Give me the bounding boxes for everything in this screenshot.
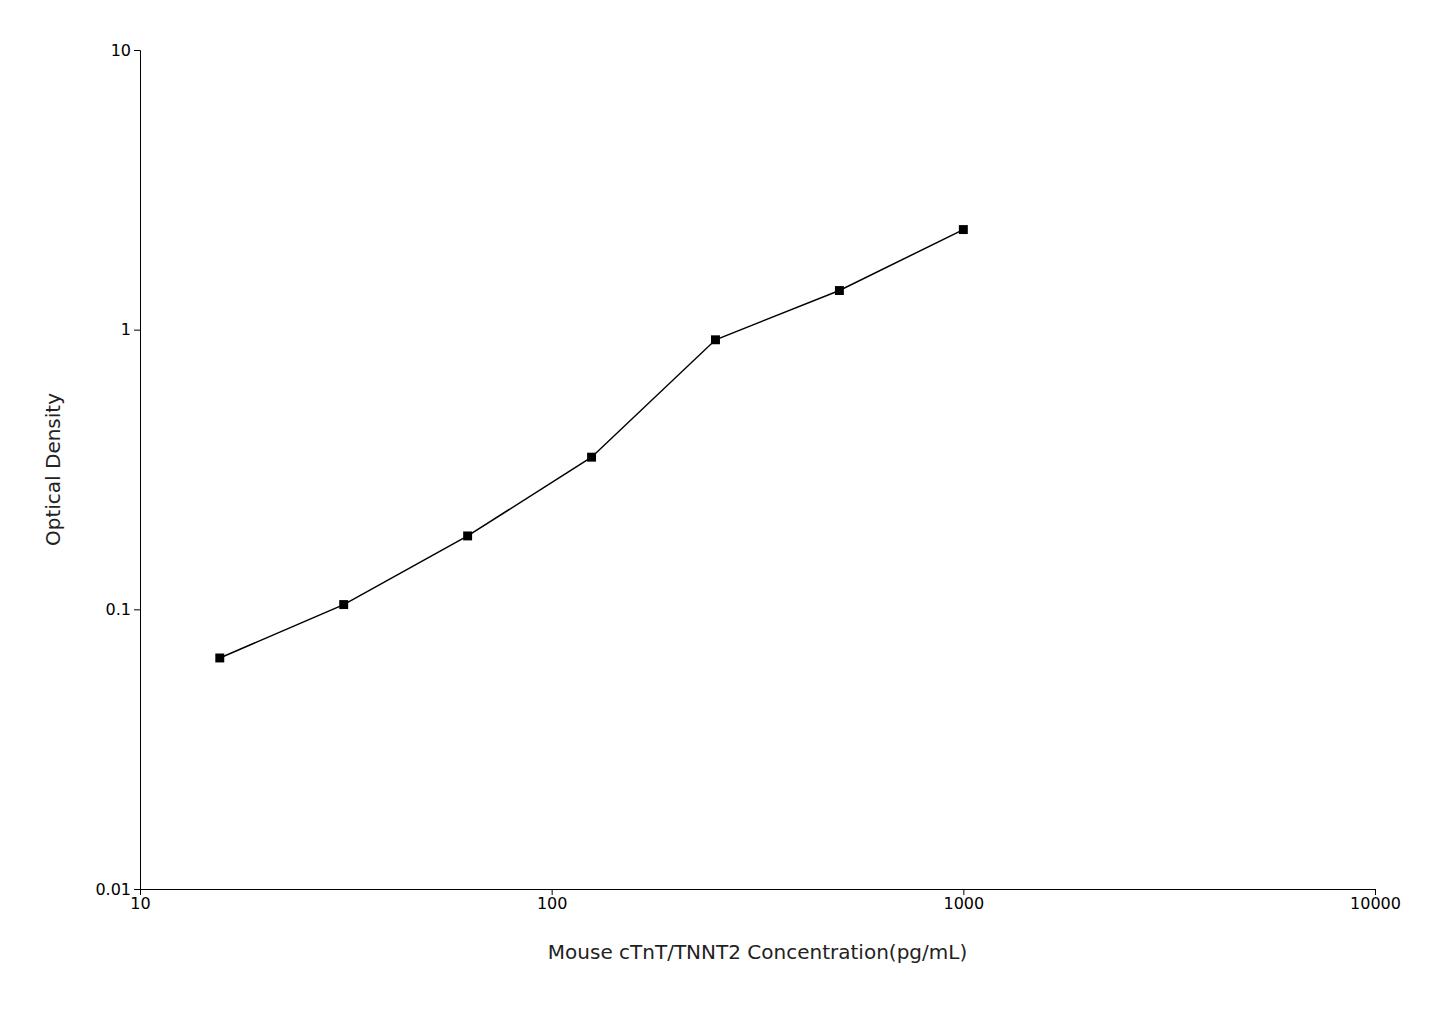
chart: 10 100 1000 10000 0.01 0.1 1 10 Mouse cTnT/TNNT2… bbox=[0, 0, 1445, 1009]
y-axis-tick: 0.01 bbox=[95, 880, 140, 899]
marks bbox=[215, 225, 967, 662]
x-axis-tick: 100 bbox=[537, 889, 568, 913]
plot-area: 10 100 1000 10000 0.01 0.1 1 10 bbox=[95, 41, 1401, 914]
x-axis-tick-label: 100 bbox=[537, 894, 568, 913]
y-axis-tick: 10 bbox=[111, 41, 140, 60]
y-axis-line bbox=[134, 51, 141, 890]
y-axis-tick-label: 0.1 bbox=[106, 600, 131, 619]
marker bbox=[339, 600, 348, 609]
y-axis-tick-label: 10 bbox=[111, 41, 131, 60]
x-axis-tick: 10 bbox=[130, 889, 150, 913]
marker bbox=[959, 225, 968, 234]
x-axis-tick-label: 10000 bbox=[1350, 894, 1401, 913]
line bbox=[220, 230, 964, 658]
y-axis-tick-mark bbox=[134, 889, 140, 890]
y-axis-tick-mark bbox=[134, 50, 140, 51]
x-axis-tick-label: 1000 bbox=[943, 894, 984, 913]
x-axis-line bbox=[141, 890, 1376, 896]
x-axis-tick: 10000 bbox=[1350, 889, 1401, 913]
x-axis: 10 100 1000 10000 bbox=[130, 889, 1401, 913]
y-axis: 0.01 0.1 1 10 bbox=[95, 41, 140, 899]
marker bbox=[587, 453, 596, 462]
y-axis-tick-mark bbox=[134, 330, 140, 331]
y-axis-title: Optical Density bbox=[41, 393, 65, 546]
x-axis-tick: 1000 bbox=[943, 889, 984, 913]
marker bbox=[711, 335, 720, 344]
marker bbox=[835, 286, 844, 295]
y-axis-tick-label: 1 bbox=[121, 320, 131, 339]
y-axis-tick: 0.1 bbox=[106, 600, 140, 619]
marker bbox=[463, 531, 472, 540]
x-axis-title: Mouse cTnT/TNNT2 Concentration(pg/mL) bbox=[548, 940, 967, 964]
y-axis-tick-mark bbox=[134, 609, 140, 610]
marker bbox=[215, 654, 224, 663]
x-axis-tick-label: 10 bbox=[130, 894, 150, 913]
y-axis-tick: 1 bbox=[121, 320, 140, 339]
y-axis-tick-label: 0.01 bbox=[95, 880, 131, 899]
